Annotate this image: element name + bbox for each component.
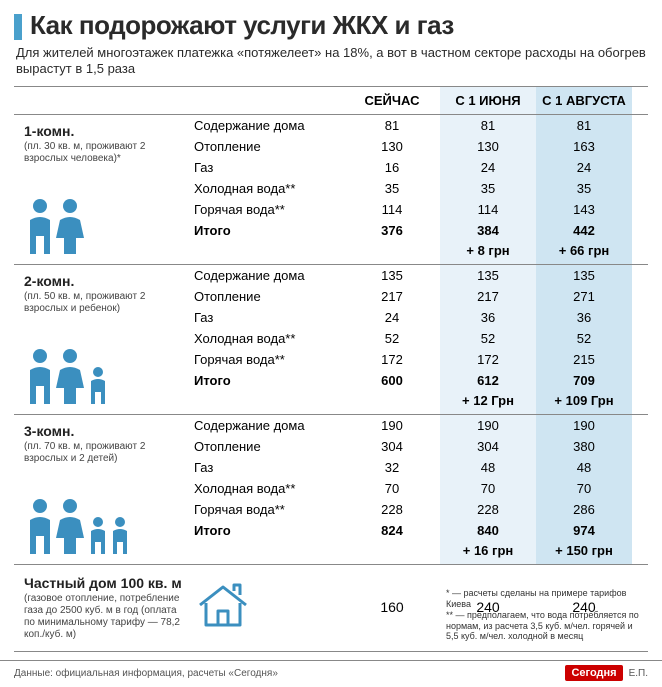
row-3komn: 3-комн. (пл. 70 кв. м, проживают 2 взрос… [14, 415, 648, 565]
row-title: 1-комн. [24, 123, 184, 139]
delta-june: + 12 Грн [440, 391, 536, 414]
publisher-logo: Сегодня [565, 665, 622, 681]
row-desc: (пл. 30 кв. м, проживают 2 взрослых чело… [24, 141, 184, 165]
delta-june: + 16 грн [440, 541, 536, 564]
footnotes: * — расчеты сделаны на примере тарифов К… [446, 588, 646, 642]
author-initials: Е.П. [629, 668, 648, 679]
col-now: СЕЙЧАС [344, 87, 440, 114]
delta-june: + 8 грн [440, 241, 536, 264]
house-title: Частный дом 100 кв. м [24, 575, 184, 591]
row-title: 3-комн. [24, 423, 184, 439]
col-june: С 1 ИЮНЯ [440, 87, 536, 114]
row-2komn: 2-комн. (пл. 50 кв. м, проживают 2 взрос… [14, 265, 648, 415]
col-august: С 1 АВГУСТА [536, 87, 632, 114]
row-house: Частный дом 100 кв. м (газовое отопление… [14, 565, 648, 652]
house-icon [190, 565, 344, 648]
family-icon-2adults-2children [24, 471, 184, 560]
data-source: Данные: официальная информация, расчеты … [14, 668, 278, 679]
row-1komn: 1-комн. (пл. 30 кв. м, проживают 2 взрос… [14, 115, 648, 265]
tariff-table: СЕЙЧАС С 1 ИЮНЯ С 1 АВГУСТА 1-комн. (пл.… [14, 86, 648, 652]
house-desc: (газовое отопление, потребление газа до … [24, 593, 184, 641]
delta-aug: + 150 грн [536, 541, 632, 564]
row-desc: (пл. 70 кв. м, проживают 2 взрослых и 2 … [24, 441, 184, 465]
family-icon-2adults [24, 171, 184, 260]
page-title: Как подорожают услуги ЖКХ и газ [30, 10, 454, 41]
delta-aug: + 66 грн [536, 241, 632, 264]
table-header: СЕЙЧАС С 1 ИЮНЯ С 1 АВГУСТА [14, 87, 648, 115]
page-subtitle: Для жителей многоэтажек платежка «потяже… [16, 45, 648, 76]
row-desc: (пл. 50 кв. м, проживают 2 взрослых и ре… [24, 291, 184, 315]
title-accent-bar [14, 14, 22, 40]
delta-aug: + 109 Грн [536, 391, 632, 414]
family-icon-2adults-1child [24, 321, 184, 410]
credits-bar: Данные: официальная информация, расчеты … [0, 660, 662, 687]
row-title: 2-комн. [24, 273, 184, 289]
